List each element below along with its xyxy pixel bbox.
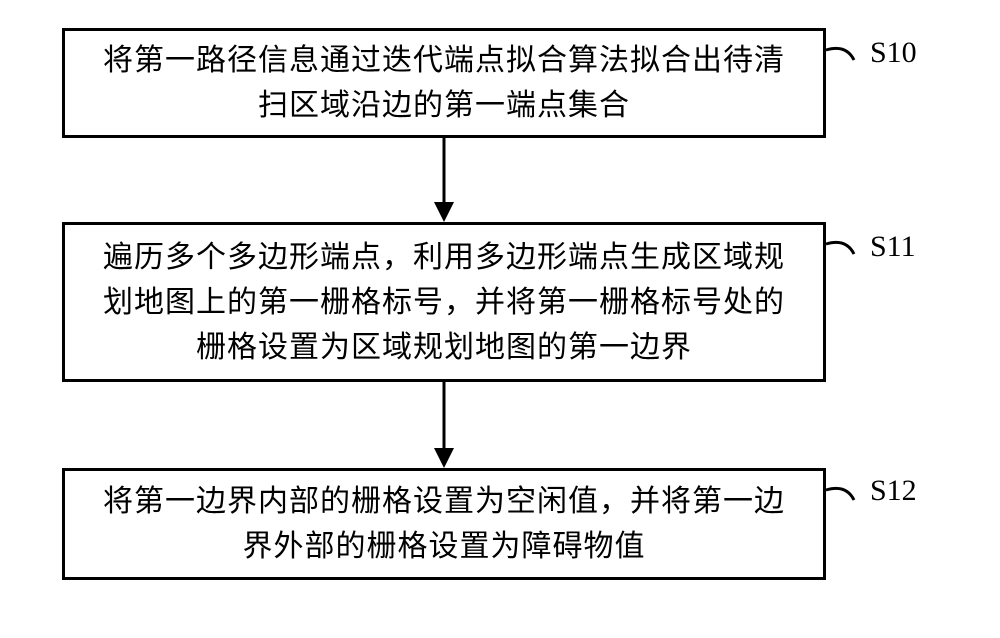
flowchart-canvas: 将第一路径信息通过迭代端点拟合算法拟合出待清扫区域沿边的第一端点集合 S10 遍… [0,0,1000,638]
step-label-s11: S11 [870,230,916,264]
flow-node-text: 遍历多个多边形端点，利用多边形端点生成区域规划地图上的第一栅格标号，并将第一栅格… [89,235,799,370]
step-label-s12: S12 [870,474,917,508]
flow-node-s12: 将第一边界内部的栅格设置为空闲值，并将第一边界外部的栅格设置为障碍物值 [62,468,826,580]
flow-node-text: 将第一路径信息通过迭代端点拟合算法拟合出待清扫区域沿边的第一端点集合 [89,38,799,128]
flow-node-text: 将第一边界内部的栅格设置为空闲值，并将第一边界外部的栅格设置为障碍物值 [89,479,799,569]
flow-node-s11: 遍历多个多边形端点，利用多边形端点生成区域规划地图上的第一栅格标号，并将第一栅格… [62,222,826,382]
flow-node-s10: 将第一路径信息通过迭代端点拟合算法拟合出待清扫区域沿边的第一端点集合 [62,28,826,138]
step-label-s10: S10 [870,36,917,70]
